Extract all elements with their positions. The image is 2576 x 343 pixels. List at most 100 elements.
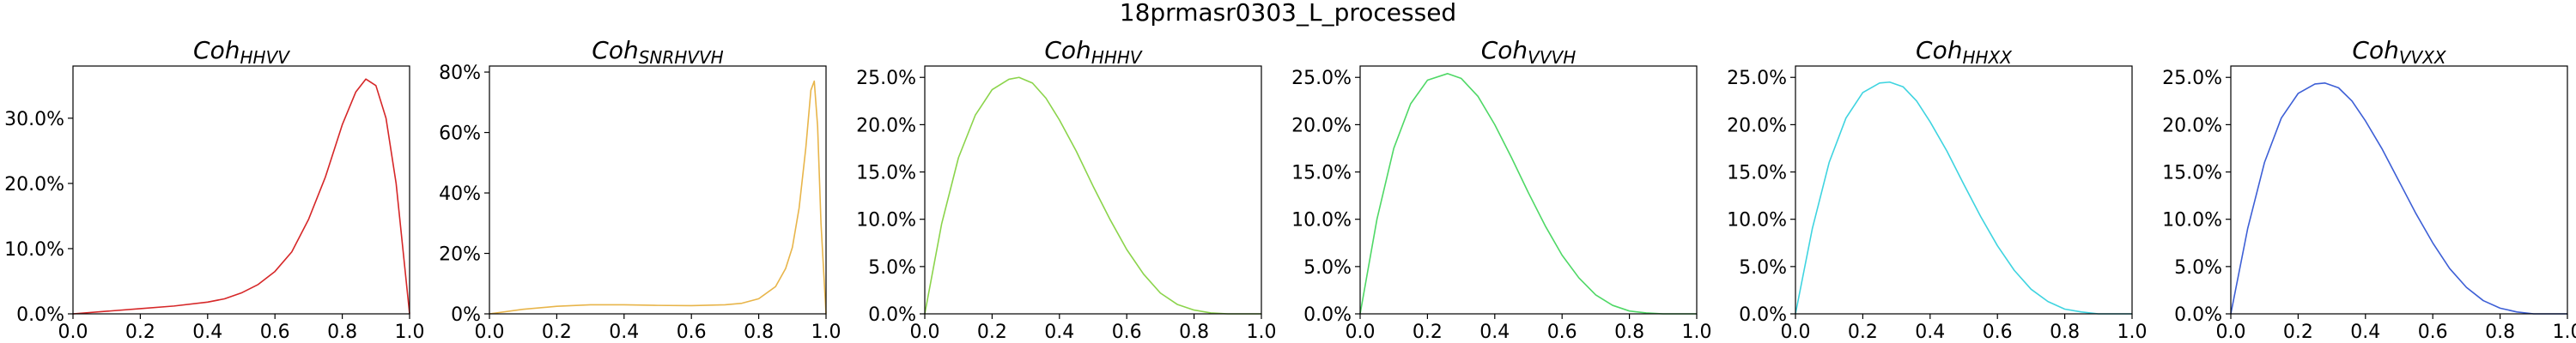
chart-title: CohHHHV [1044, 36, 1143, 68]
y-tick-label: 15.0% [1727, 163, 1787, 184]
x-tick-label: 0.6 [1547, 322, 1577, 343]
chart-title: CohVVXX [2352, 36, 2447, 68]
x-tick-label: 0.4 [2350, 322, 2380, 343]
y-tick-label: 10.0% [4, 239, 64, 261]
x-tick-label: 0.2 [542, 322, 572, 343]
y-tick-label: 25.0% [1727, 68, 1787, 89]
x-tick-label: 0.4 [1479, 322, 1510, 343]
x-tick-label: 0.6 [1983, 322, 2013, 343]
chart-panel-5: CohHHXX 0.0 0.2 0.4 0.6 0.8 1.0 0.0% 5.0% 10.0% 15… [1727, 36, 2147, 343]
chart-panel-1: CohHHVV 0.0 0.2 0.4 0.6 0.8 1.0 0.0% 10.0% 20.0% 3… [4, 36, 424, 343]
y-tick-label: 15.0% [856, 163, 916, 184]
x-tick-label: 0.2 [2283, 322, 2313, 343]
x-tick-label: 0.2 [1848, 322, 1878, 343]
y-tick-label: 15.0% [2162, 163, 2222, 184]
series-line [2230, 82, 2567, 315]
y-tick-label: 25.0% [2162, 68, 2222, 89]
chart-title-subscript: HHXX [1962, 47, 2013, 68]
y-tick-label: 20.0% [1291, 115, 1352, 136]
chart-title: CohSNRHVVH [592, 36, 723, 68]
plot-frame [2230, 65, 2568, 315]
x-tick-label: 0.0 [1781, 322, 1811, 343]
y-tick-label: 30.0% [4, 109, 64, 130]
chart-title-main: Coh [1916, 36, 1962, 64]
chart-title-subscript: VVVH [1528, 47, 1576, 68]
y-tick-label: 80% [439, 63, 481, 84]
x-tick-label: 0.6 [2418, 322, 2448, 343]
y-tick-label: 25.0% [1291, 68, 1352, 89]
x-tick-label: 1.0 [2117, 322, 2148, 343]
x-tick-label: 0.2 [1413, 322, 1443, 343]
x-tick-label: 0.6 [677, 322, 707, 343]
chart-panel-4: CohVVVH 0.0 0.2 0.4 0.6 0.8 1.0 0.0% 5.0% 10.0% 15… [1291, 36, 1711, 343]
y-tick-label: 20.0% [2162, 115, 2222, 136]
chart-panel-2: CohSNRHVVH 0.0 0.2 0.4 0.6 0.8 1.0 0% 20% 40% 60% 8… [439, 36, 841, 343]
x-tick-label: 0.2 [977, 322, 1007, 343]
x-tick-label: 0.8 [1614, 322, 1644, 343]
chart-title-subscript: VVXX [2399, 47, 2447, 68]
series-line [1795, 81, 2132, 315]
chart-title-main: Coh [592, 36, 638, 64]
x-tick-label: 0.4 [1044, 322, 1074, 343]
y-tick-label: 20.0% [856, 115, 916, 136]
x-tick-label: 0.0 [1346, 322, 1376, 343]
plot-frame [72, 65, 410, 315]
y-tick-label: 20% [439, 244, 481, 266]
x-tick-label: 0.8 [2050, 322, 2080, 343]
chart-panel-3: CohHHHV 0.0 0.2 0.4 0.6 0.8 1.0 0.0% 5.0% 10.0% 15… [856, 36, 1276, 343]
y-tick-label: 0.0% [1739, 304, 1787, 326]
series-line [1359, 73, 1697, 315]
x-tick-label: 0.8 [744, 322, 774, 343]
x-tick-label: 1.0 [1247, 322, 1277, 343]
y-tick-label: 0.0% [2174, 304, 2222, 326]
plot-frame [924, 65, 1262, 315]
series-line [489, 80, 827, 315]
y-tick-label: 10.0% [2162, 210, 2222, 232]
y-tick-label: 0.0% [868, 304, 916, 326]
y-tick-label: 15.0% [1291, 163, 1352, 184]
x-tick-label: 0.0 [58, 322, 88, 343]
x-tick-label: 0.4 [192, 322, 222, 343]
chart-title: CohVVVH [1481, 36, 1577, 68]
series-line [924, 76, 1261, 315]
x-tick-label: 1.0 [395, 322, 425, 343]
y-tick-label: 10.0% [856, 210, 916, 232]
chart-title-subscript: SNRHVVH [639, 47, 724, 68]
x-tick-label: 0.2 [125, 322, 155, 343]
y-tick-label: 10.0% [1291, 210, 1352, 232]
x-tick-label: 1.0 [2553, 322, 2576, 343]
x-tick-label: 0.0 [2216, 322, 2246, 343]
x-tick-label: 0.6 [260, 322, 290, 343]
x-tick-label: 0.4 [1915, 322, 1945, 343]
y-tick-label: 5.0% [1739, 257, 1787, 279]
chart-title-main: Coh [1044, 36, 1091, 64]
x-tick-label: 1.0 [811, 322, 841, 343]
y-tick-label: 10.0% [1727, 210, 1787, 232]
chart-title-main: Coh [2352, 36, 2398, 64]
x-tick-label: 0.8 [327, 322, 357, 343]
chart-title: CohHHVV [193, 36, 290, 68]
y-tick-label: 0.0% [16, 304, 64, 326]
y-tick-label: 20.0% [4, 174, 64, 196]
y-tick-label: 5.0% [1303, 257, 1352, 279]
x-tick-label: 0.8 [2485, 322, 2515, 343]
chart-title-subscript: HHVV [240, 47, 290, 68]
y-tick-label: 5.0% [2174, 257, 2222, 279]
chart-panel-6: CohVVXX 0.0 0.2 0.4 0.6 0.8 1.0 0.0% 5.0% 10.0% 15… [2162, 36, 2576, 343]
x-tick-label: 0.4 [609, 322, 639, 343]
chart-title-subscript: HHHV [1091, 47, 1143, 68]
y-tick-label: 0% [451, 304, 481, 326]
x-tick-label: 1.0 [1682, 322, 1712, 343]
x-tick-label: 0.0 [910, 322, 940, 343]
y-tick-label: 60% [439, 123, 481, 145]
chart-title-main: Coh [193, 36, 240, 64]
y-tick-label: 0.0% [1303, 304, 1352, 326]
plot-frame [1359, 65, 1698, 315]
y-tick-label: 25.0% [856, 68, 916, 89]
plot-frame [1795, 65, 2133, 315]
y-tick-label: 20.0% [1727, 115, 1787, 136]
figure-title: 18prmasr0303_L_processed [1120, 0, 1456, 27]
x-tick-label: 0.8 [1179, 322, 1209, 343]
y-tick-label: 5.0% [868, 257, 916, 279]
